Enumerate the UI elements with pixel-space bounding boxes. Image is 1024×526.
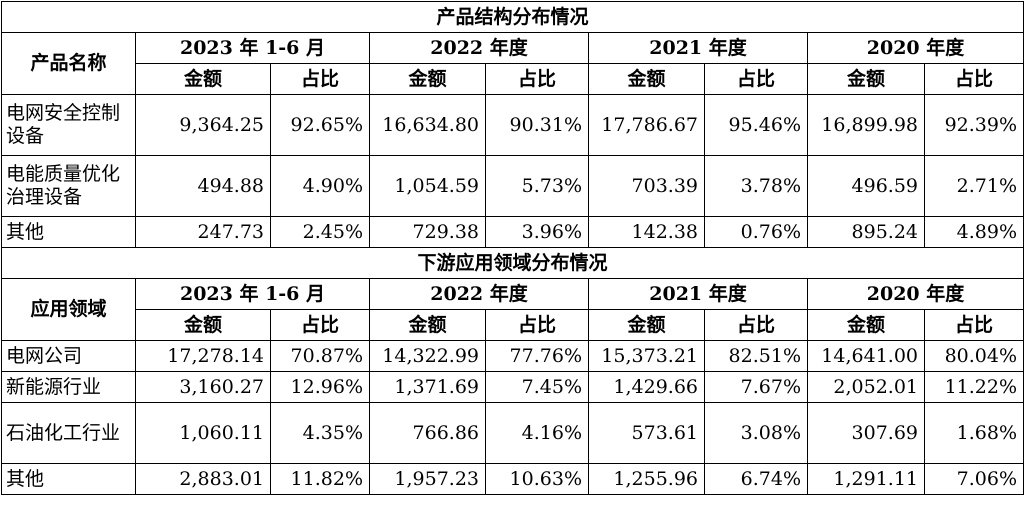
row-label: 电网公司	[1, 340, 136, 372]
amount-header: 金额	[807, 63, 925, 95]
cell-value: 5.73%	[485, 155, 589, 217]
cell-value: 16,899.98	[807, 94, 925, 156]
cell-value: 703.39	[588, 155, 705, 217]
row-label: 电网安全控制设备	[1, 94, 136, 156]
amount-header: 金额	[135, 63, 271, 95]
period-header: 2022 年度	[369, 32, 589, 64]
cell-value: 729.38	[369, 216, 486, 248]
cell-value: 9,364.25	[135, 94, 271, 156]
cell-value: 1,429.66	[588, 371, 705, 403]
cell-value: 11.82%	[270, 463, 370, 495]
cell-value: 15,373.21	[588, 340, 705, 372]
cell-value: 2.71%	[923, 155, 1024, 217]
ratio-header: 占比	[923, 309, 1024, 341]
cell-value: 1,957.23	[369, 463, 486, 495]
cell-value: 80.04%	[923, 340, 1024, 372]
cell-value: 14,641.00	[807, 340, 925, 372]
cell-value: 1,255.96	[588, 463, 705, 495]
period-header: 2023 年 1-6 月	[135, 278, 370, 310]
cell-value: 247.73	[135, 216, 271, 248]
cell-value: 3.96%	[485, 216, 589, 248]
cell-value: 92.65%	[270, 94, 370, 156]
cell-value: 7.45%	[485, 371, 589, 403]
cell-value: 494.88	[135, 155, 271, 217]
cell-value: 16,634.80	[369, 94, 486, 156]
ratio-header: 占比	[704, 309, 808, 341]
table-row: 电网公司 17,278.14 70.87% 14,322.99 77.76% 1…	[1, 340, 1024, 372]
cell-value: 90.31%	[485, 94, 589, 156]
cell-value: 1,054.59	[369, 155, 486, 217]
name-header-application: 应用领域	[1, 278, 136, 341]
period-header: 2021 年度	[588, 32, 808, 64]
cell-value: 12.96%	[270, 371, 370, 403]
distribution-table: 产品结构分布情况 产品名称 2023 年 1-6 月 2022 年度 2021 …	[0, 1, 1024, 495]
ratio-header: 占比	[923, 63, 1024, 95]
cell-value: 95.46%	[704, 94, 808, 156]
cell-value: 3,160.27	[135, 371, 271, 403]
cell-value: 4.35%	[270, 402, 370, 464]
cell-value: 10.63%	[485, 463, 589, 495]
cell-value: 1,291.11	[807, 463, 925, 495]
cell-value: 1,371.69	[369, 371, 486, 403]
cell-value: 2,883.01	[135, 463, 271, 495]
period-header: 2023 年 1-6 月	[135, 32, 370, 64]
name-header-product: 产品名称	[1, 32, 136, 95]
cell-value: 2,052.01	[807, 371, 925, 403]
amount-header: 金额	[588, 309, 705, 341]
amount-header: 金额	[369, 63, 486, 95]
cell-value: 6.74%	[704, 463, 808, 495]
period-header: 2020 年度	[806, 278, 1024, 310]
ratio-header: 占比	[270, 63, 370, 95]
table-row: 其他 2,883.01 11.82% 1,957.23 10.63% 1,255…	[1, 463, 1024, 495]
cell-value: 4.16%	[485, 402, 589, 464]
cell-value: 895.24	[807, 216, 925, 248]
cell-value: 307.69	[807, 402, 925, 464]
amount-header: 金额	[588, 63, 705, 95]
table-row: 电能质量优化治理设备 494.88 4.90% 1,054.59 5.73% 7…	[1, 155, 1024, 217]
row-label: 石油化工行业	[1, 402, 136, 464]
ratio-header: 占比	[704, 63, 808, 95]
cell-value: 3.08%	[704, 402, 808, 464]
period-header: 2021 年度	[588, 278, 808, 310]
period-header: 2020 年度	[806, 32, 1024, 64]
cell-value: 14,322.99	[369, 340, 486, 372]
cell-value: 7.67%	[704, 371, 808, 403]
cell-value: 17,278.14	[135, 340, 271, 372]
cell-value: 92.39%	[923, 94, 1024, 156]
amount-header: 金额	[135, 309, 271, 341]
ratio-header: 占比	[270, 309, 370, 341]
table-row: 新能源行业 3,160.27 12.96% 1,371.69 7.45% 1,4…	[1, 371, 1024, 403]
cell-value: 4.89%	[923, 216, 1024, 248]
cell-value: 496.59	[807, 155, 925, 217]
row-label: 电能质量优化治理设备	[1, 155, 136, 217]
amount-header: 金额	[807, 309, 925, 341]
ratio-header: 占比	[485, 63, 589, 95]
table-row: 电网安全控制设备 9,364.25 92.65% 16,634.80 90.31…	[1, 94, 1024, 156]
ratio-header: 占比	[485, 309, 589, 341]
cell-value: 1,060.11	[135, 402, 271, 464]
cell-value: 4.90%	[270, 155, 370, 217]
section-title-product: 产品结构分布情况	[0, 1, 1024, 33]
row-label: 新能源行业	[1, 371, 136, 403]
cell-value: 11.22%	[923, 371, 1024, 403]
cell-value: 0.76%	[704, 216, 808, 248]
table-row: 其他 247.73 2.45% 729.38 3.96% 142.38 0.76…	[1, 216, 1024, 248]
cell-value: 573.61	[588, 402, 705, 464]
amount-header: 金额	[369, 309, 486, 341]
cell-value: 17,786.67	[588, 94, 705, 156]
cell-value: 7.06%	[923, 463, 1024, 495]
period-header: 2022 年度	[369, 278, 589, 310]
row-label: 其他	[1, 463, 136, 495]
table-row: 石油化工行业 1,060.11 4.35% 766.86 4.16% 573.6…	[1, 402, 1024, 464]
cell-value: 82.51%	[704, 340, 808, 372]
row-label: 其他	[1, 216, 136, 248]
cell-value: 1.68%	[923, 402, 1024, 464]
cell-value: 2.45%	[270, 216, 370, 248]
section-title-application: 下游应用领域分布情况	[0, 247, 1024, 279]
cell-value: 766.86	[369, 402, 486, 464]
cell-value: 142.38	[588, 216, 705, 248]
cell-value: 3.78%	[704, 155, 808, 217]
cell-value: 70.87%	[270, 340, 370, 372]
cell-value: 77.76%	[485, 340, 589, 372]
